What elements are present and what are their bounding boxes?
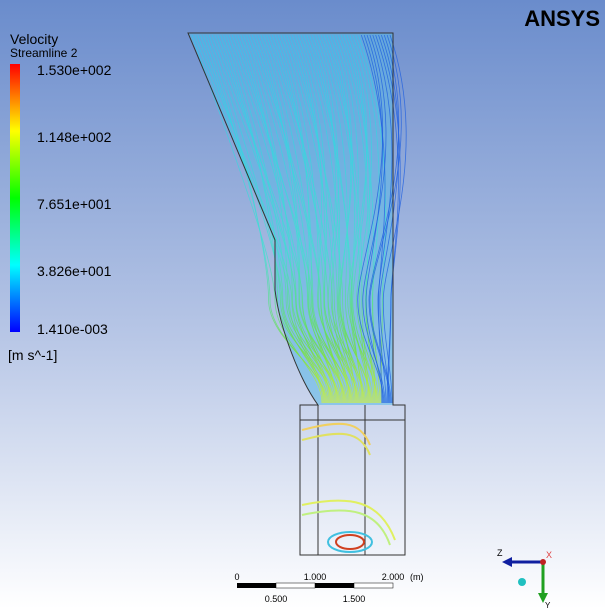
legend-title: Velocity xyxy=(10,31,58,47)
scale-label: 2.000 xyxy=(382,572,405,582)
colorbar-label: 1.410e-003 xyxy=(37,321,108,337)
triad-label: Z xyxy=(497,548,503,558)
scale-label: 0 xyxy=(234,572,239,582)
logo: ANSYS xyxy=(524,6,600,31)
scale-unit: (m) xyxy=(410,572,424,582)
legend-subtitle: Streamline 2 xyxy=(10,46,78,60)
colorbar-label: 3.826e+001 xyxy=(37,263,112,279)
legend-unit: [m s^-1] xyxy=(8,347,57,363)
colorbar-label: 1.530e+002 xyxy=(37,62,112,78)
triad-label: X xyxy=(546,550,552,560)
colorbar-label: 7.651e+001 xyxy=(37,196,112,212)
scale-label: 1.500 xyxy=(343,594,366,604)
scale-bar xyxy=(237,583,393,588)
triad-label: Y xyxy=(545,601,551,609)
colorbar-label: 1.148e+002 xyxy=(37,129,112,145)
colorbar xyxy=(10,64,20,332)
scale-label: 1.000 xyxy=(304,572,327,582)
viewport: ANSYS Velocity Streamline 2 1.530e+002 1.… xyxy=(0,0,605,609)
scale-label: 0.500 xyxy=(265,594,288,604)
